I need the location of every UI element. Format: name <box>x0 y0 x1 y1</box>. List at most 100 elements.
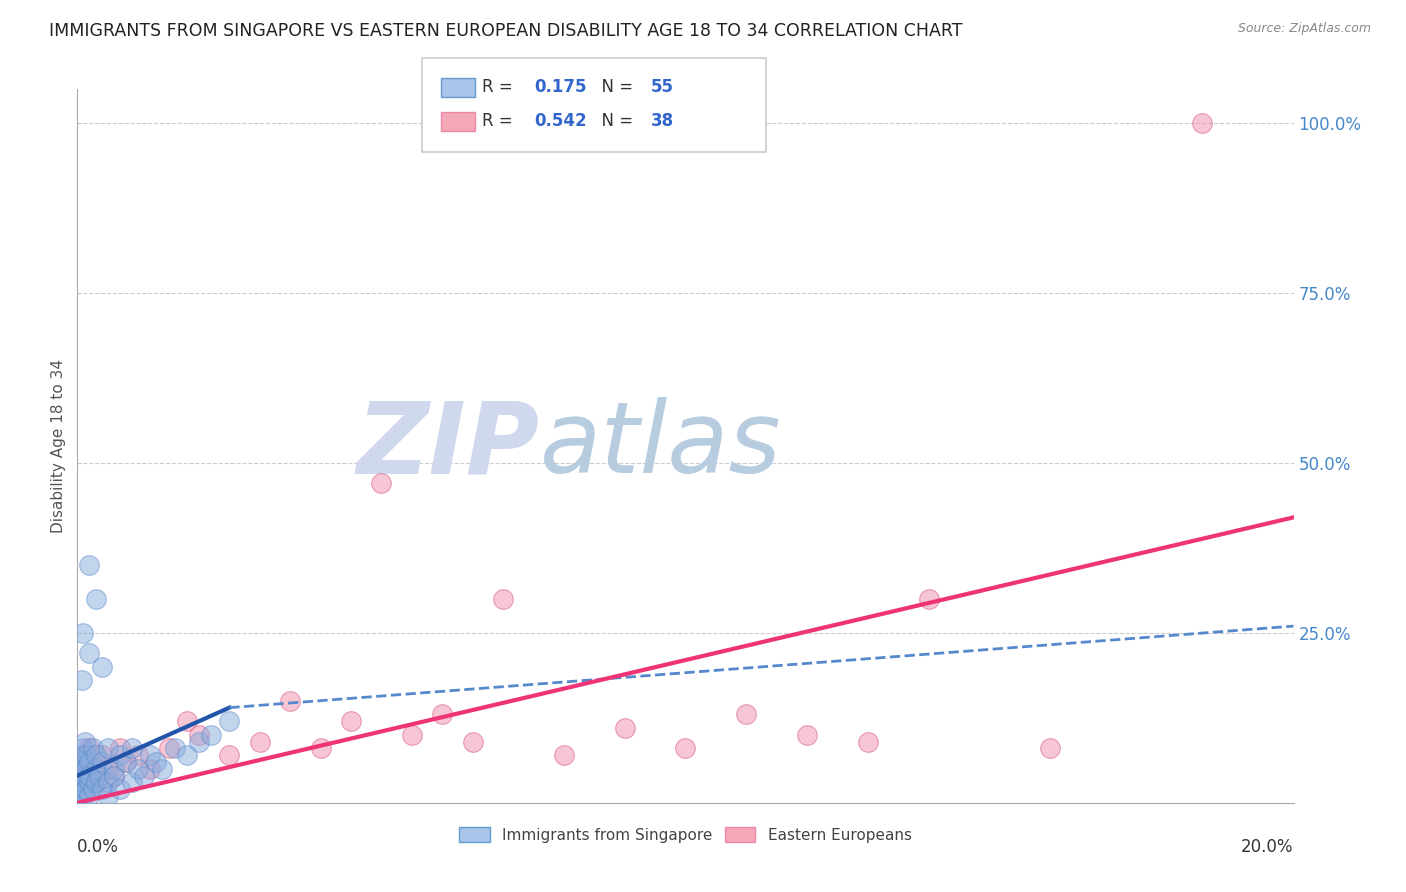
Point <box>90 660 112 674</box>
Point <box>79 775 101 789</box>
Text: 0.0%: 0.0% <box>77 838 120 856</box>
Point <box>157 741 180 756</box>
Point <box>218 714 240 729</box>
Text: ZIP: ZIP <box>357 398 540 494</box>
Point <box>82 782 104 797</box>
Point <box>1039 741 1062 756</box>
Point <box>79 558 101 572</box>
Point <box>79 769 101 783</box>
Point <box>72 775 94 789</box>
Point <box>108 782 131 797</box>
Point <box>188 734 211 748</box>
Point <box>72 626 94 640</box>
Point <box>69 789 91 803</box>
Point <box>72 775 94 789</box>
Point <box>90 748 112 763</box>
Point <box>69 775 91 789</box>
Point <box>152 762 174 776</box>
Point <box>1191 116 1213 130</box>
Point <box>918 591 941 606</box>
Point <box>90 782 112 797</box>
Point <box>82 741 104 756</box>
Point <box>200 728 222 742</box>
Point <box>370 476 392 491</box>
Point <box>461 734 484 748</box>
Point <box>87 769 110 783</box>
Point <box>492 591 515 606</box>
Point <box>108 748 131 763</box>
Point <box>97 762 120 776</box>
Point <box>188 728 211 742</box>
Point <box>72 762 94 776</box>
Point <box>70 673 93 688</box>
Point <box>79 755 101 769</box>
Point <box>79 769 101 783</box>
Point <box>115 755 138 769</box>
Point <box>856 734 879 748</box>
Point <box>69 782 91 797</box>
Point <box>75 762 97 776</box>
Point <box>145 755 167 769</box>
Point <box>69 755 91 769</box>
Text: Source: ZipAtlas.com: Source: ZipAtlas.com <box>1237 22 1371 36</box>
Text: 55: 55 <box>651 78 673 96</box>
Point <box>84 762 107 776</box>
Point <box>72 789 94 803</box>
Point <box>249 734 271 748</box>
Point <box>72 755 94 769</box>
Point <box>73 734 96 748</box>
Point <box>430 707 453 722</box>
Point <box>340 714 363 729</box>
Text: N =: N = <box>591 78 638 96</box>
Point <box>115 755 138 769</box>
Point <box>103 769 125 783</box>
Point <box>735 707 758 722</box>
Point <box>97 741 120 756</box>
Y-axis label: Disability Age 18 to 34: Disability Age 18 to 34 <box>51 359 66 533</box>
Text: R =: R = <box>482 78 523 96</box>
Point <box>90 755 112 769</box>
Point <box>84 755 107 769</box>
Point <box>79 789 101 803</box>
Point <box>163 741 186 756</box>
Text: IMMIGRANTS FROM SINGAPORE VS EASTERN EUROPEAN DISABILITY AGE 18 TO 34 CORRELATIO: IMMIGRANTS FROM SINGAPORE VS EASTERN EUR… <box>49 22 963 40</box>
Point <box>75 782 97 797</box>
Point <box>127 762 149 776</box>
Point <box>79 646 101 660</box>
Point <box>70 748 93 763</box>
Point <box>70 769 93 783</box>
Text: 0.175: 0.175 <box>534 78 586 96</box>
Point <box>139 748 162 763</box>
Text: 38: 38 <box>651 112 673 130</box>
Point <box>309 741 332 756</box>
Point <box>97 789 120 803</box>
Point <box>72 755 94 769</box>
Point <box>72 741 94 756</box>
Point <box>121 741 143 756</box>
Point <box>103 769 125 783</box>
Point <box>278 694 301 708</box>
Point <box>553 748 575 763</box>
Point <box>139 762 162 776</box>
Point <box>613 721 636 735</box>
Text: N =: N = <box>591 112 638 130</box>
Point <box>69 769 91 783</box>
Point <box>401 728 423 742</box>
Point <box>72 782 94 797</box>
Point <box>84 748 107 763</box>
Point <box>84 591 107 606</box>
Point <box>127 748 149 763</box>
Point <box>84 775 107 789</box>
Text: 20.0%: 20.0% <box>1241 838 1294 856</box>
Text: 0.542: 0.542 <box>534 112 586 130</box>
Point <box>75 748 97 763</box>
Point <box>796 728 818 742</box>
Point <box>75 762 97 776</box>
Point <box>176 748 198 763</box>
Point <box>97 775 120 789</box>
Point <box>103 762 125 776</box>
Point <box>79 741 101 756</box>
Text: atlas: atlas <box>540 398 782 494</box>
Point <box>108 741 131 756</box>
Point <box>176 714 198 729</box>
